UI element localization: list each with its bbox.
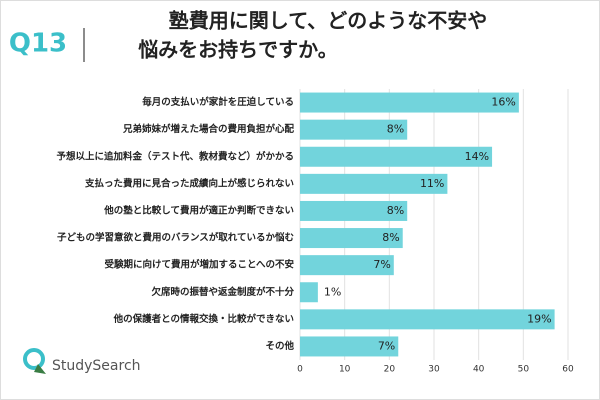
value-label: 8% [382,231,399,244]
bar [300,92,519,113]
bar [300,146,493,167]
title-line: 塾費用に関して、どのような不安や [169,9,487,33]
value-label: 1% [324,285,341,298]
category-label: 子どもの学習意欲と費用のバランスが取れているか悩む [57,232,295,244]
category-label: 他の保護者との情報交換・比較ができない [113,313,294,325]
category-label: 他の塾と比較して費用が適正か判断できない [103,204,294,216]
x-tick-label: 30 [428,365,440,375]
value-label: 11% [420,177,444,190]
title-line: 悩みをお持ちですか。 [138,38,338,62]
bar [300,119,408,140]
x-tick-label: 10 [339,365,351,375]
value-label: 16% [491,96,515,109]
value-label: 8% [387,204,404,217]
value-label: 19% [527,312,551,325]
bar [300,200,408,221]
category-label: 兄弟姉妹が増えた場合の費用負担が心配 [122,123,295,135]
bar [300,255,394,276]
x-tick-label: 0 [297,365,303,375]
x-tick-label: 20 [384,365,396,375]
logo-icon [23,348,45,370]
x-tick-label: 40 [473,365,485,375]
bar [300,336,399,357]
logo-icon [34,364,46,374]
x-tick-label: 60 [562,365,574,375]
bar [300,228,403,249]
category-label: 欠席時の振替や返金制度が不十分 [151,286,294,298]
category-label: 受験期に向けて費用が増加することへの不安 [104,259,294,271]
x-tick-label: 50 [518,365,530,375]
value-label: 14% [465,150,489,163]
category-label: 予想以上に追加料金（テスト代、教材費など）がかかる [56,150,294,162]
value-label: 8% [387,123,404,136]
category-label: 毎月の支払いが家計を圧迫している [142,96,294,108]
category-label: 支払った費用に見合った成績向上が感じられない [84,177,294,189]
value-label: 7% [378,339,395,352]
logo: StudySearch [23,348,141,374]
value-label: 7% [373,258,390,271]
bar [300,173,448,194]
bar [300,282,318,303]
badge: Q13 [9,29,67,59]
logo-text: StudySearch [52,358,141,374]
bar [300,309,555,330]
category-label: その他 [265,340,294,352]
